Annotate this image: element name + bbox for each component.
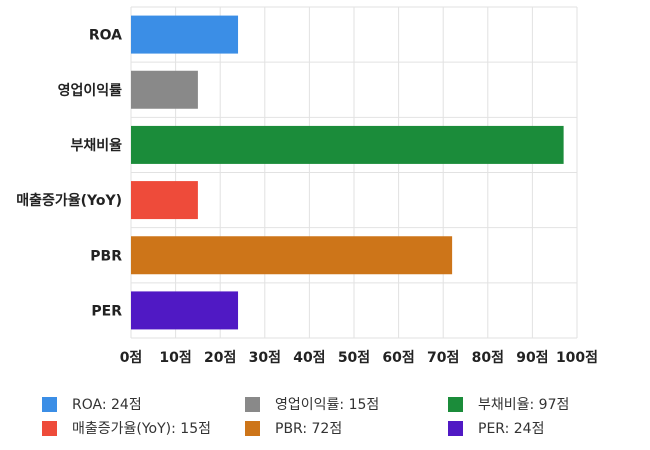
x-tick-label-100: 100점 xyxy=(556,349,598,366)
y-label-매출증가율-yoy: 매출증가율(YoY) xyxy=(16,192,122,209)
x-tick-label-10: 10점 xyxy=(159,349,191,366)
bar-영업이익률 xyxy=(131,70,198,109)
y-label-부채비율: 부채비율 xyxy=(70,137,122,154)
grid-lines xyxy=(130,6,578,339)
bar-pbr xyxy=(131,236,453,275)
bar-매출증가율-yoy xyxy=(131,181,198,220)
bars xyxy=(131,15,564,330)
x-axis-labels: 0점 10점 20점 30점 40점 50점 60점 70점 80점 90점 100점 xyxy=(120,349,598,366)
x-tick-label-40: 40점 xyxy=(293,349,325,366)
x-tick-label-70: 70점 xyxy=(427,349,459,366)
y-label-pbr: PBR xyxy=(90,248,122,264)
bar-roa xyxy=(131,15,239,54)
x-tick-label-60: 60점 xyxy=(382,349,414,366)
bar-per xyxy=(131,291,239,330)
x-tick-label-80: 80점 xyxy=(472,349,504,366)
bar-부채비율 xyxy=(131,125,564,164)
y-label-영업이익률: 영업이익률 xyxy=(58,82,123,99)
y-label-per: PER xyxy=(91,303,122,319)
y-label-roa: ROA xyxy=(89,28,122,44)
x-tick-label-20: 20점 xyxy=(204,349,236,366)
x-tick-label-50: 50점 xyxy=(338,349,370,366)
x-tick-label-0: 0점 xyxy=(120,349,143,366)
x-tick-label-90: 90점 xyxy=(516,349,548,366)
x-tick-label-30: 30점 xyxy=(249,349,281,366)
